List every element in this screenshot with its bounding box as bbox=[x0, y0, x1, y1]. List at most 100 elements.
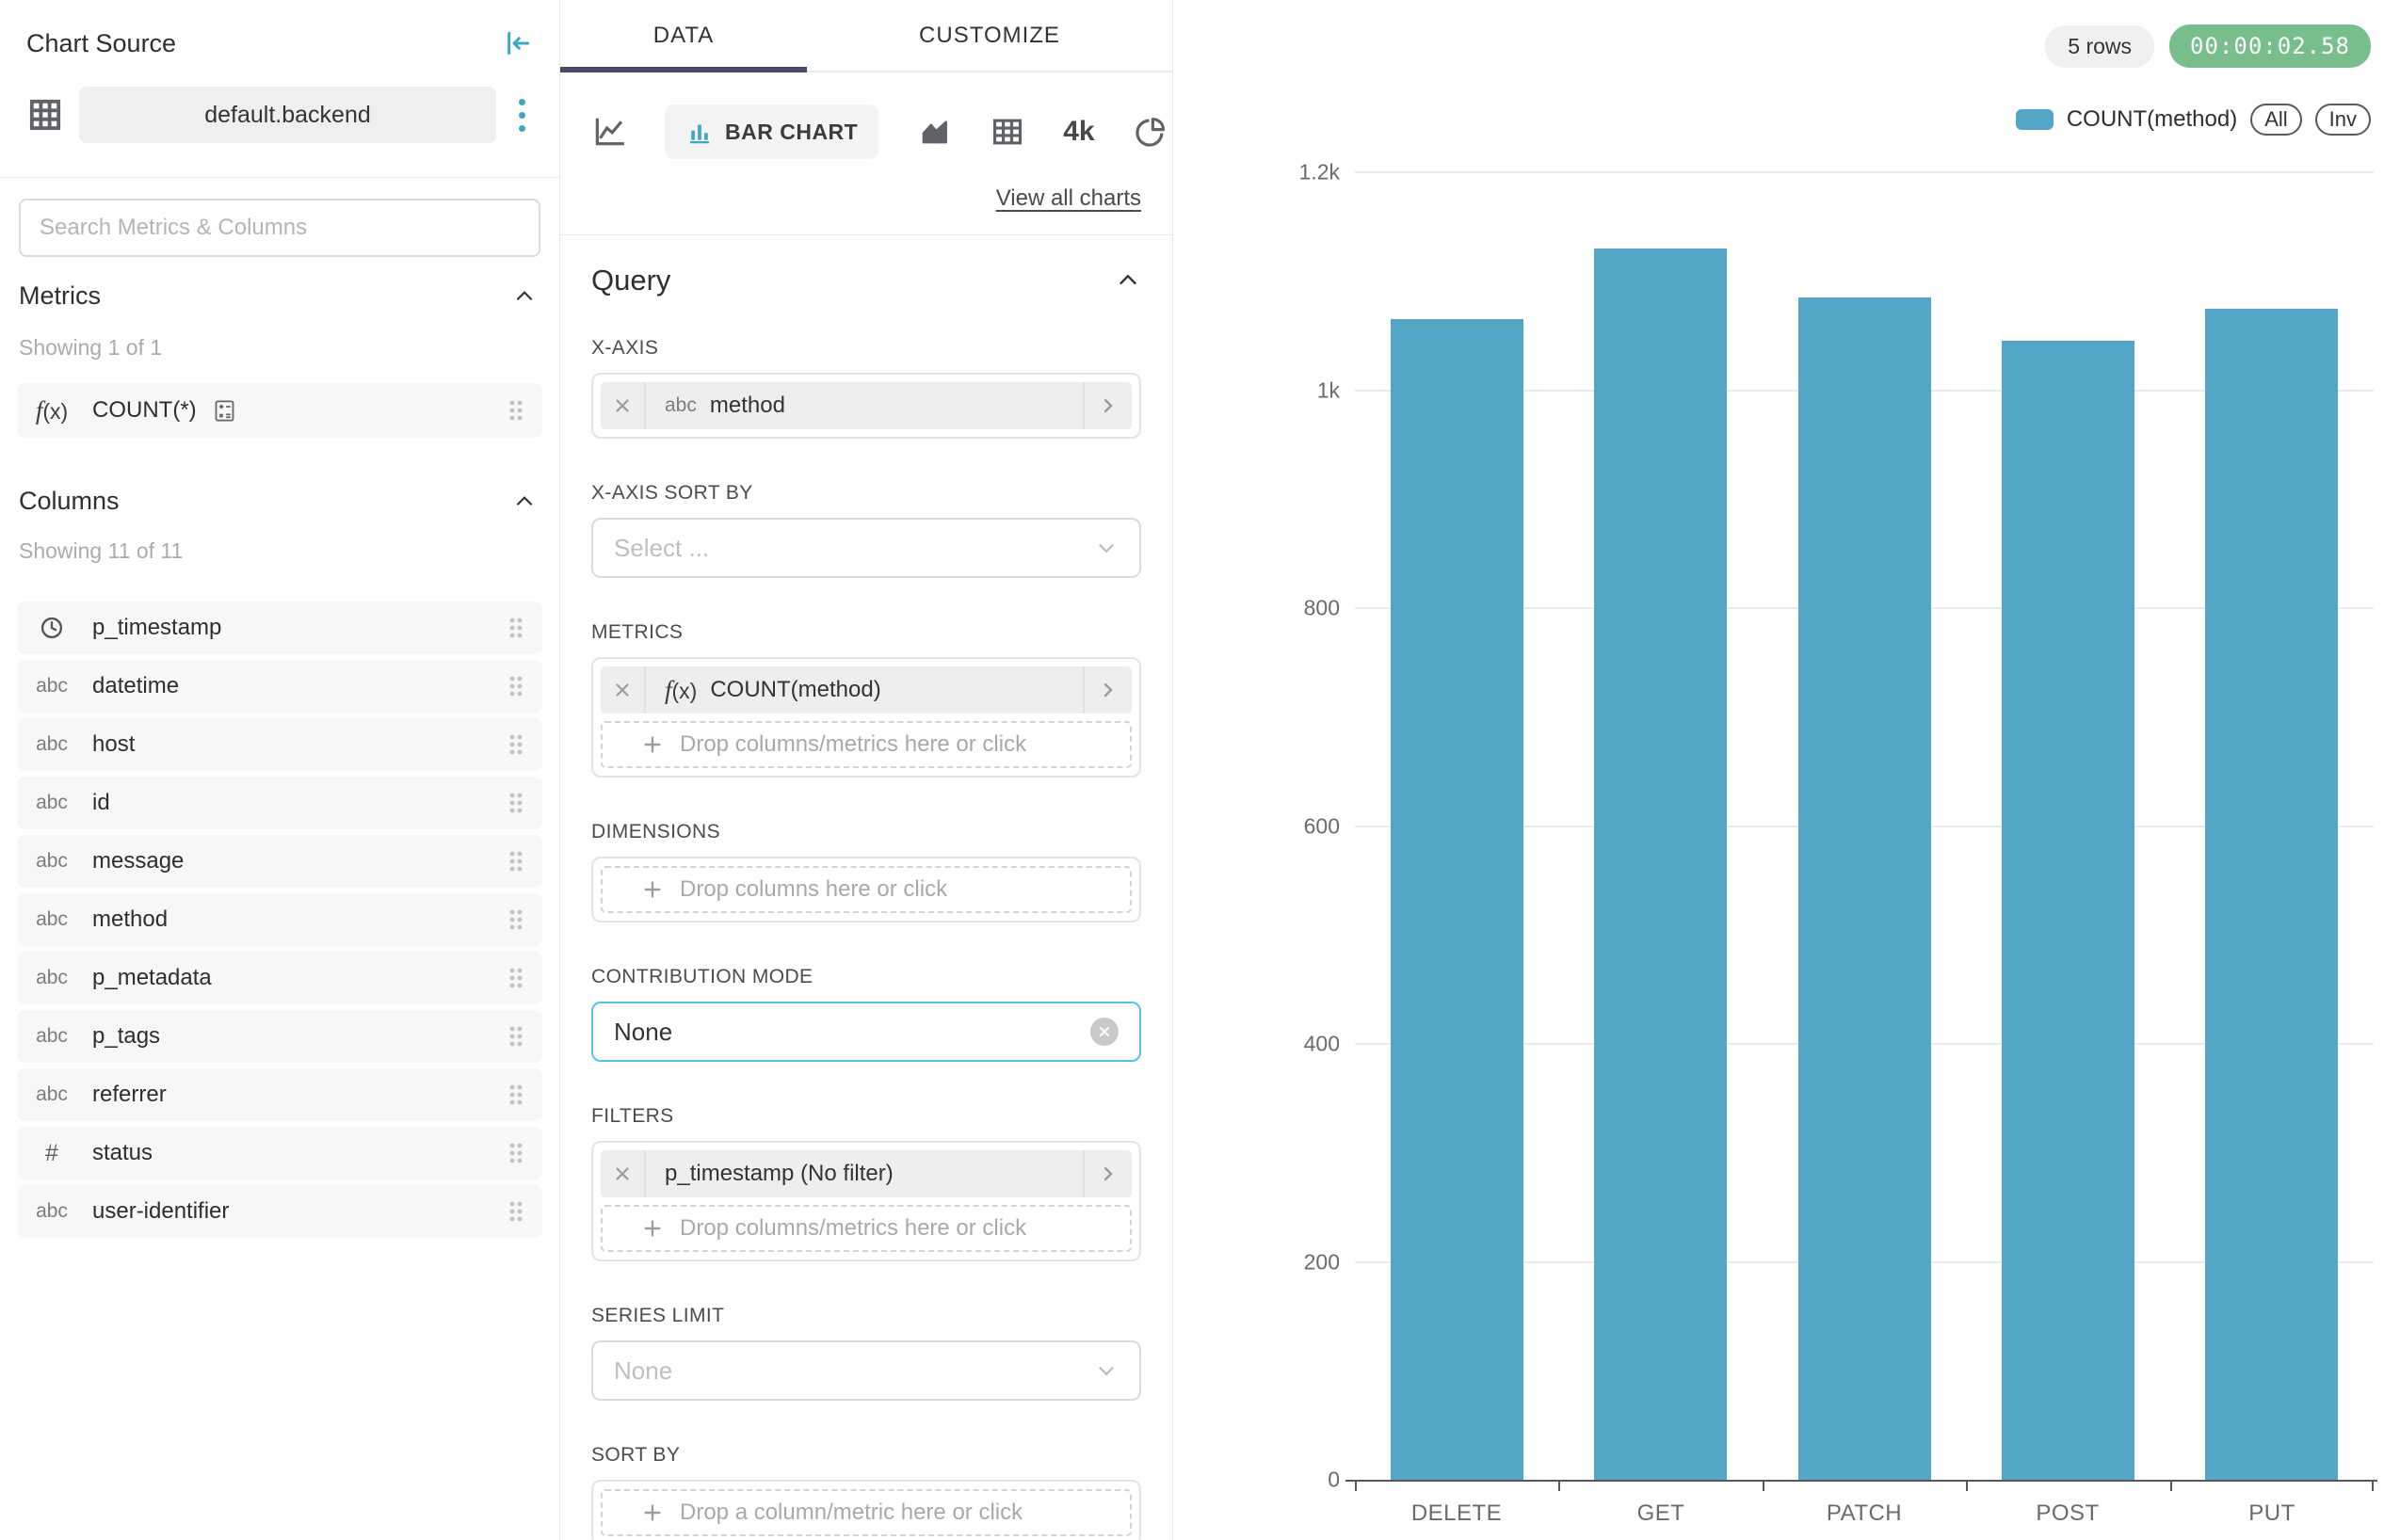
chart-controls-panel: DATA CUSTOMIZE BAR CHART bbox=[559, 0, 1173, 1540]
column-item-id[interactable]: abc id bbox=[17, 777, 542, 829]
x-axis-expand-icon[interactable] bbox=[1083, 382, 1132, 429]
tab-data[interactable]: DATA bbox=[652, 22, 715, 48]
table-chart-icon[interactable] bbox=[990, 114, 1025, 150]
y-tick-label-800: 800 bbox=[1303, 595, 1340, 620]
x-axis-label: X-AXIS bbox=[591, 337, 659, 359]
view-all-charts-link[interactable]: View all charts bbox=[995, 185, 1141, 211]
metrics-dropzone[interactable]: Drop columns/metrics here or click bbox=[601, 721, 1132, 768]
drag-handle-icon[interactable] bbox=[507, 906, 525, 933]
bar-PUT[interactable] bbox=[2205, 309, 2338, 1480]
x-axis-value-pill[interactable]: abc method bbox=[601, 382, 1132, 429]
x-axis-sort-by-select[interactable]: Select ... bbox=[591, 518, 1141, 578]
metric-item[interactable]: f(x) COUNT(*) bbox=[17, 383, 542, 438]
drag-handle-icon[interactable] bbox=[507, 731, 525, 758]
text-type-icon: abc bbox=[36, 1025, 68, 1047]
calculator-icon bbox=[215, 399, 234, 422]
chart-source-title: Chart Source bbox=[26, 28, 177, 57]
drag-handle-icon[interactable] bbox=[507, 1023, 525, 1050]
legend-invert-button[interactable]: Inv bbox=[2314, 104, 2371, 136]
metrics-collapse-icon[interactable] bbox=[512, 284, 537, 309]
column-item-method[interactable]: abc method bbox=[17, 893, 542, 946]
x-tick-label-PATCH: PATCH bbox=[1826, 1500, 1903, 1526]
dimensions-dropzone[interactable]: Drop columns here or click bbox=[601, 866, 1132, 913]
column-item-p_timestamp[interactable]: p_timestamp bbox=[17, 602, 542, 654]
area-chart-icon[interactable] bbox=[916, 114, 952, 150]
y-tick-label-1k: 1k bbox=[1316, 377, 1340, 402]
column-item-p_tags[interactable]: abc p_tags bbox=[17, 1010, 542, 1063]
collapse-panel-icon[interactable] bbox=[503, 28, 533, 58]
drag-handle-icon[interactable] bbox=[507, 673, 525, 699]
chevron-down-icon bbox=[1094, 1358, 1119, 1383]
filters-dropzone-text: Drop columns/metrics here or click bbox=[680, 1215, 1027, 1241]
drag-handle-icon[interactable] bbox=[507, 790, 525, 816]
series-limit-label: SERIES LIMIT bbox=[591, 1305, 725, 1326]
tab-customize[interactable]: CUSTOMIZE bbox=[919, 22, 1060, 48]
bar-chart-label: BAR CHART bbox=[725, 119, 859, 144]
column-item-message[interactable]: abc message bbox=[17, 835, 542, 888]
filter-value-pill[interactable]: p_timestamp (No filter) bbox=[601, 1150, 1132, 1197]
dimensions-dropzone-text: Drop columns here or click bbox=[680, 876, 948, 902]
column-item-datetime[interactable]: abc datetime bbox=[17, 660, 542, 713]
column-item-user-identifier[interactable]: abc user-identifier bbox=[17, 1185, 542, 1238]
legend-select-all-button[interactable]: All bbox=[2250, 104, 2302, 136]
big-number-chart-icon[interactable]: 4k bbox=[1063, 116, 1095, 147]
bar-POST[interactable] bbox=[2002, 341, 2134, 1480]
text-type-icon: abc bbox=[36, 1083, 68, 1105]
search-input[interactable] bbox=[40, 215, 520, 241]
series-limit-select[interactable]: None bbox=[591, 1340, 1141, 1401]
sort-by-dropzone[interactable]: Drop a column/metric here or click bbox=[601, 1489, 1132, 1536]
metric-expand-icon[interactable] bbox=[1083, 666, 1132, 714]
bar-chart-plot[interactable]: 0 200 400 600 800 1k 1.2k DELETE GET PATCH POST PUT bbox=[1299, 160, 2377, 1526]
pie-chart-icon[interactable] bbox=[1133, 114, 1168, 150]
x-axis-tick bbox=[1763, 1482, 1764, 1491]
column-item-p_metadata[interactable]: abc p_metadata bbox=[17, 952, 542, 1004]
clear-selection-icon[interactable] bbox=[1090, 1018, 1119, 1046]
query-collapse-icon[interactable] bbox=[1115, 267, 1141, 294]
contribution-mode-select[interactable]: None bbox=[591, 1002, 1141, 1062]
drag-handle-icon[interactable] bbox=[507, 1140, 525, 1166]
drag-handle-icon[interactable] bbox=[507, 615, 525, 641]
legend-series-label[interactable]: COUNT(method) bbox=[2066, 106, 2238, 132]
column-item-label: p_metadata bbox=[92, 965, 212, 990]
column-item-referrer[interactable]: abc referrer bbox=[17, 1068, 542, 1121]
x-tick-label-PUT: PUT bbox=[2248, 1500, 2295, 1526]
column-item-status[interactable]: # status bbox=[17, 1127, 542, 1179]
remove-filter-icon[interactable] bbox=[601, 1150, 646, 1197]
chart-legend: COUNT(method) All Inv bbox=[2015, 104, 2371, 136]
drag-handle-icon[interactable] bbox=[507, 848, 525, 874]
drag-handle-icon[interactable] bbox=[507, 1082, 525, 1108]
columns-title: Columns bbox=[19, 487, 120, 515]
sort-by-section: SORT BY Drop a column/metric here or cli… bbox=[591, 1444, 1141, 1540]
remove-metric-icon[interactable] bbox=[601, 666, 646, 714]
bar-GET[interactable] bbox=[1594, 249, 1727, 1480]
metric-value-pill[interactable]: f(x) COUNT(method) bbox=[601, 666, 1132, 714]
column-item-host[interactable]: abc host bbox=[17, 718, 542, 771]
query-section-title: Query bbox=[591, 264, 671, 297]
x-axis-tick bbox=[1558, 1482, 1560, 1491]
filter-expand-icon[interactable] bbox=[1083, 1150, 1132, 1197]
plus-icon bbox=[642, 1218, 663, 1239]
dimensions-section: DIMENSIONS Drop columns here or click bbox=[591, 821, 1141, 922]
dataset-selector[interactable]: default.backend bbox=[79, 87, 496, 143]
drag-handle-icon[interactable] bbox=[507, 965, 525, 991]
series-limit-placeholder: None bbox=[614, 1356, 673, 1385]
bar-DELETE[interactable] bbox=[1391, 319, 1523, 1480]
text-type-icon: abc bbox=[665, 394, 697, 416]
remove-x-axis-icon[interactable] bbox=[601, 382, 646, 429]
query-controls: Query X-AXIS abc method bbox=[560, 235, 1172, 1540]
bar-PATCH[interactable] bbox=[1798, 297, 1931, 1480]
dataset-more-options-icon[interactable] bbox=[511, 93, 533, 137]
columns-collapse-icon[interactable] bbox=[512, 489, 537, 514]
row-count-badge: 5 rows bbox=[2045, 24, 2155, 68]
legend-series-swatch bbox=[2015, 109, 2054, 130]
columns-showing-count: Showing 11 of 11 bbox=[19, 538, 184, 563]
filters-dropzone[interactable]: Drop columns/metrics here or click bbox=[601, 1205, 1132, 1252]
chart-type-selector: BAR CHART 4k bbox=[560, 72, 1172, 235]
drag-handle-icon[interactable] bbox=[507, 397, 525, 424]
line-chart-icon[interactable] bbox=[591, 114, 627, 150]
query-timer-badge: 00:00:02.58 bbox=[2169, 24, 2371, 68]
column-item-label: host bbox=[92, 731, 136, 757]
text-type-icon: abc bbox=[36, 850, 68, 872]
bar-chart-selected-pill[interactable]: BAR CHART bbox=[665, 104, 879, 159]
drag-handle-icon[interactable] bbox=[507, 1198, 525, 1225]
